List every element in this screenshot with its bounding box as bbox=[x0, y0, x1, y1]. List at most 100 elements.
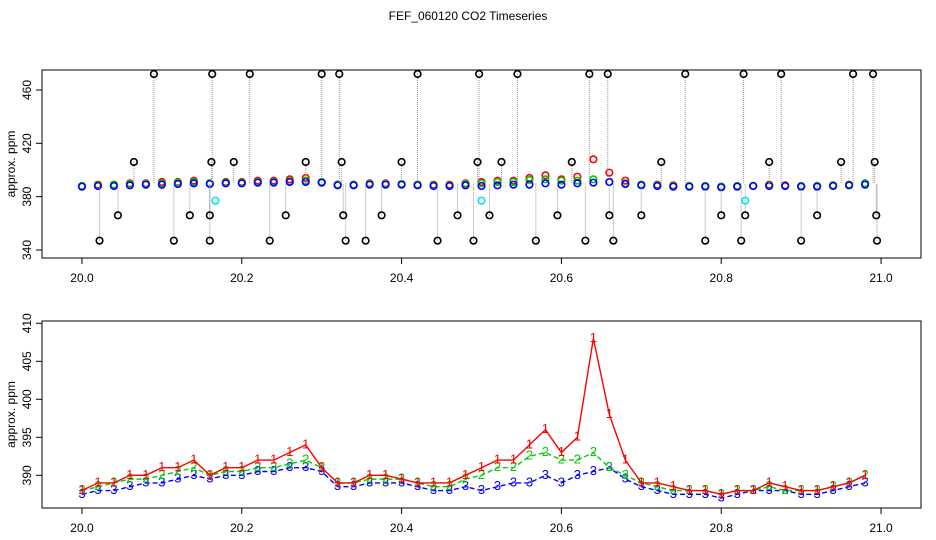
point-symbol: 1 bbox=[829, 478, 836, 493]
point-symbol: 3 bbox=[446, 482, 453, 497]
point-symbol: 1 bbox=[750, 482, 757, 497]
point-symbol: 2 bbox=[542, 444, 549, 459]
point bbox=[741, 196, 750, 205]
point bbox=[653, 181, 662, 191]
point bbox=[317, 178, 326, 187]
point bbox=[208, 69, 217, 79]
series-line bbox=[81, 338, 866, 496]
point-symbol: 3 bbox=[845, 478, 852, 493]
point bbox=[509, 180, 518, 189]
point bbox=[557, 180, 566, 189]
point-symbol: 1 bbox=[238, 459, 245, 474]
x-tick-label: 20.2 bbox=[230, 521, 254, 535]
point-symbol: 1 bbox=[414, 474, 421, 489]
point bbox=[469, 236, 478, 245]
point-symbol: 3 bbox=[286, 459, 293, 474]
y-tick-label: 400 bbox=[20, 389, 34, 409]
point bbox=[205, 236, 214, 245]
point bbox=[813, 182, 822, 191]
point-symbol: 3 bbox=[542, 467, 549, 482]
point bbox=[245, 69, 254, 79]
point-symbol: 1 bbox=[622, 452, 629, 467]
point-symbol: 2 bbox=[702, 482, 709, 497]
point-symbol: 3 bbox=[222, 467, 229, 482]
point-symbol: 2 bbox=[302, 452, 309, 467]
point-symbol: 1 bbox=[718, 486, 725, 501]
point bbox=[349, 181, 358, 190]
point-symbol: 3 bbox=[158, 474, 165, 489]
point bbox=[836, 157, 846, 167]
point-symbol: 3 bbox=[366, 474, 373, 489]
point bbox=[797, 236, 806, 245]
point-symbol: 1 bbox=[845, 474, 852, 489]
point bbox=[493, 177, 502, 187]
point bbox=[525, 180, 534, 189]
point-symbol: 2 bbox=[126, 471, 133, 486]
point bbox=[605, 177, 614, 187]
point-symbol: 1 bbox=[478, 459, 485, 474]
point-symbol: 1 bbox=[286, 444, 293, 459]
point bbox=[317, 69, 326, 79]
point bbox=[589, 175, 598, 184]
point-symbol: 1 bbox=[814, 482, 821, 497]
point-symbol: 1 bbox=[654, 474, 661, 489]
point-symbol: 2 bbox=[654, 478, 661, 493]
point-symbol: 2 bbox=[158, 467, 165, 482]
point bbox=[169, 236, 178, 245]
y-axis-label: approx. ppm bbox=[4, 381, 18, 448]
y-tick-label: 405 bbox=[20, 351, 34, 371]
point bbox=[339, 211, 348, 220]
point-symbol: 2 bbox=[622, 467, 629, 482]
point-symbol: 1 bbox=[686, 482, 693, 497]
point bbox=[265, 236, 274, 245]
point-symbol: 2 bbox=[782, 482, 789, 497]
point-symbol: 1 bbox=[142, 467, 149, 482]
point-symbol: 2 bbox=[414, 474, 421, 489]
point bbox=[109, 181, 119, 191]
point bbox=[860, 180, 870, 189]
point-symbol: 1 bbox=[462, 467, 469, 482]
x-tick-label: 21.0 bbox=[869, 521, 893, 535]
point bbox=[525, 175, 534, 185]
x-tick-label: 20.4 bbox=[390, 271, 414, 285]
point-symbol: 2 bbox=[718, 486, 725, 501]
point bbox=[813, 211, 822, 220]
point bbox=[269, 178, 278, 187]
point-symbol: 2 bbox=[494, 459, 501, 474]
point bbox=[605, 168, 614, 177]
series-line bbox=[81, 466, 866, 499]
point-symbol: 3 bbox=[590, 463, 597, 478]
point-symbol: 1 bbox=[334, 474, 341, 489]
x-tick-label: 21.0 bbox=[869, 271, 893, 285]
y-axis-label: approx. ppm bbox=[4, 131, 18, 198]
point-symbol: 3 bbox=[670, 486, 677, 501]
point-symbol: 3 bbox=[478, 482, 485, 497]
x-tick-label: 20.6 bbox=[550, 271, 574, 285]
point-symbol: 1 bbox=[382, 467, 389, 482]
point-symbol: 1 bbox=[782, 478, 789, 493]
point-symbol: 2 bbox=[526, 448, 533, 463]
point-symbol: 1 bbox=[670, 478, 677, 493]
point-symbol: 3 bbox=[126, 478, 133, 493]
point bbox=[553, 211, 562, 220]
point-symbol: 1 bbox=[606, 406, 613, 421]
point-symbol: 2 bbox=[478, 467, 485, 482]
point-symbol: 3 bbox=[829, 482, 836, 497]
point bbox=[749, 181, 758, 191]
point bbox=[509, 177, 518, 187]
point bbox=[585, 69, 594, 79]
point-symbol: 3 bbox=[814, 486, 821, 501]
point bbox=[397, 180, 406, 189]
point bbox=[333, 181, 342, 190]
point bbox=[621, 179, 630, 189]
point bbox=[337, 157, 346, 167]
point bbox=[541, 171, 550, 180]
point-symbol: 1 bbox=[398, 471, 405, 486]
point bbox=[377, 211, 386, 220]
point-symbol: 2 bbox=[510, 459, 517, 474]
point-symbol: 2 bbox=[190, 459, 197, 474]
point-symbol: 1 bbox=[574, 429, 581, 444]
point bbox=[361, 236, 370, 245]
point-symbol: 2 bbox=[798, 482, 805, 497]
point-symbol: 3 bbox=[654, 482, 661, 497]
